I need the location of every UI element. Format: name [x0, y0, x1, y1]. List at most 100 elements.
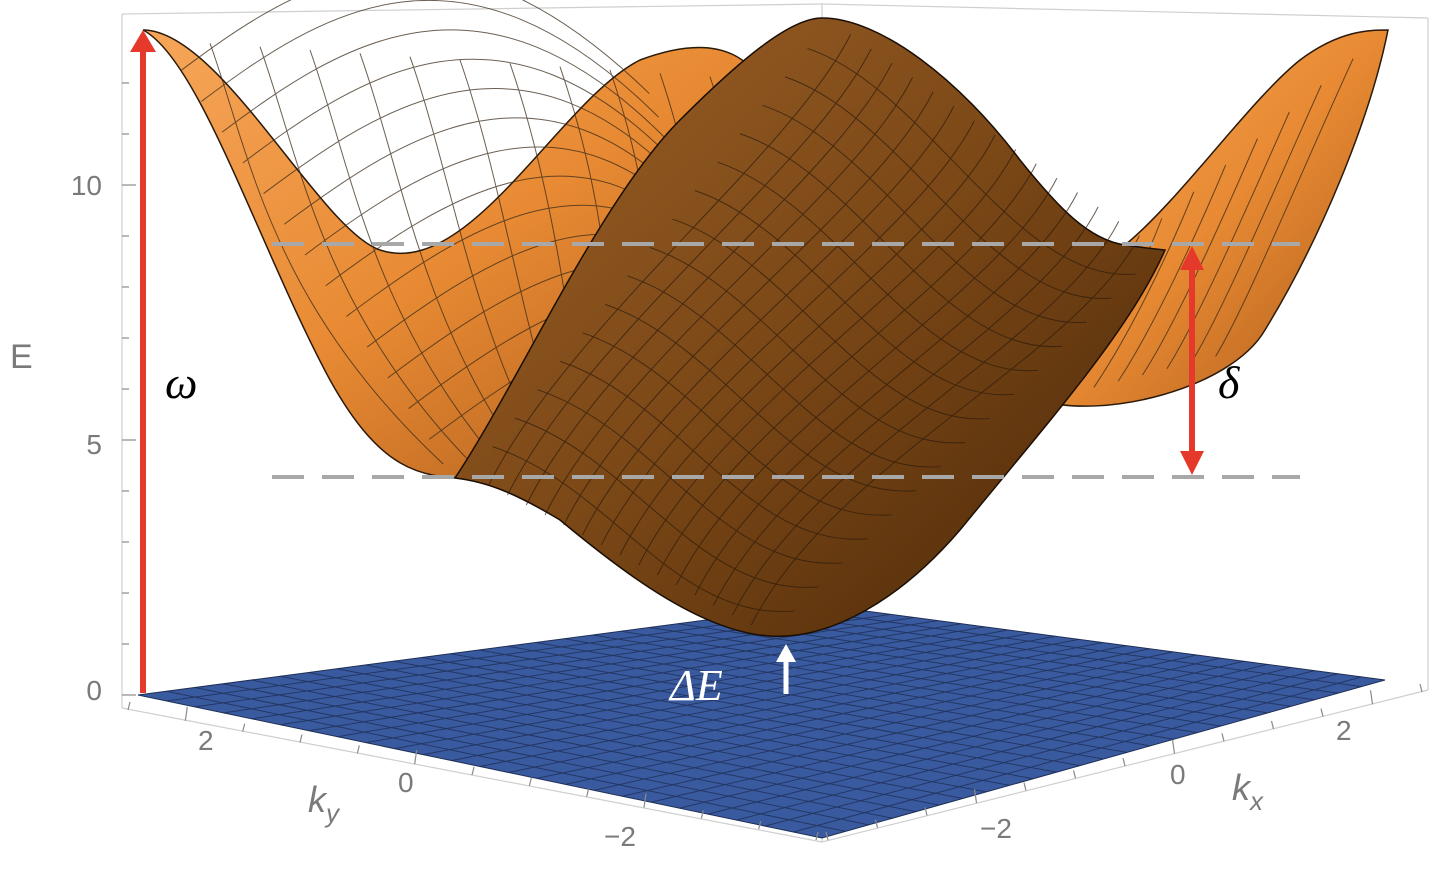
lower-mesh-line	[638, 149, 1017, 566]
ground-grid	[166, 607, 1362, 833]
e-axis-label: E	[10, 338, 33, 376]
ky-axis-tick	[700, 810, 704, 819]
ky-axis-tick	[471, 766, 475, 776]
kx-axis: −2 0 2 kx	[825, 683, 1423, 844]
ky-axis-label: ky	[308, 779, 341, 828]
lower-mesh-line	[762, 104, 1087, 323]
ky-axis-tick	[758, 821, 762, 830]
upper-mesh-line	[242, 58, 678, 165]
upper-mesh-line	[180, 0, 650, 94]
kx-axis-tick	[1320, 708, 1324, 717]
omega-label: ω	[165, 357, 197, 408]
ky-axis-tick	[356, 745, 360, 754]
lower-mesh-line	[604, 303, 917, 492]
lower-mesh-line	[559, 360, 868, 540]
kx-tick-neg2: −2	[980, 813, 1012, 844]
delta-e-annotation: ΔE	[668, 644, 796, 710]
delta-annotation: δ	[1180, 246, 1240, 475]
kx-axis-tick	[1270, 720, 1275, 730]
lower-surface-grid	[488, 34, 1140, 626]
kx-axis-tick	[973, 788, 978, 804]
kx-axis-tick	[1221, 733, 1225, 742]
ky-axis-tick	[242, 723, 246, 732]
ground-grid-line	[763, 612, 1339, 694]
ky-axis-tick	[127, 701, 131, 711]
kx-axis-label: kx	[1232, 767, 1264, 816]
ky-axis-tick	[815, 831, 819, 841]
ky-axis: 2 0 −2 ky	[127, 701, 819, 852]
kx-axis-tick	[924, 807, 928, 816]
e-axis-ticks	[122, 82, 136, 696]
ground-grid-line	[736, 670, 1315, 821]
lower-mesh-line	[525, 62, 893, 506]
delta-arrowhead-down	[1180, 451, 1204, 475]
ground-grid-line	[793, 676, 1362, 833]
kx-axis-tick	[1419, 683, 1423, 693]
lower-mesh-line	[750, 235, 1140, 626]
ky-axis-tick	[414, 750, 418, 765]
lower-mesh-line	[807, 47, 1136, 275]
kx-axis-tick	[1023, 782, 1027, 791]
upper-mesh-line	[309, 49, 491, 453]
upper-mesh-line	[201, 0, 659, 118]
lower-surface	[453, 17, 1167, 637]
lower-mesh-line	[619, 134, 996, 556]
lower-mesh-line	[672, 218, 990, 420]
ky-axis-tick	[586, 788, 590, 797]
upper-mesh-line	[209, 43, 444, 465]
e-tick-10: 10	[71, 170, 102, 201]
lower-mesh-line	[732, 221, 1120, 616]
ground-grid-line	[764, 673, 1339, 827]
delta-arrowhead-up	[1180, 246, 1204, 270]
delta-e-arrowhead	[776, 644, 796, 662]
ground-grid-line	[791, 608, 1362, 688]
lower-mesh-line	[657, 163, 1037, 576]
kx-axis-ticks	[825, 683, 1423, 841]
upper-mesh-line	[1093, 191, 1195, 388]
e-axis: 10 5 0 E	[10, 82, 136, 706]
ky-tick-2: 2	[198, 725, 214, 756]
lower-mesh-line	[739, 133, 1063, 347]
lower-mesh-line	[563, 91, 934, 526]
lower-mesh-line	[507, 48, 872, 496]
ky-axis-tick	[299, 734, 303, 743]
ky-axis-ticks	[127, 701, 819, 841]
omega-annotation: ω	[130, 30, 197, 693]
ky-tick-neg2: −2	[604, 821, 636, 852]
ground-plane	[137, 604, 1386, 839]
upper-mesh-line	[263, 88, 687, 194]
ky-axis-tick	[528, 777, 532, 786]
upper-mesh-line	[1166, 111, 1290, 370]
lower-mesh-line	[582, 332, 892, 516]
kx-axis-tick	[825, 831, 829, 841]
lower-mesh-line	[694, 190, 1014, 396]
ground-grid-line	[734, 615, 1315, 701]
omega-arrowhead	[130, 30, 156, 52]
upper-mesh-line	[1142, 138, 1258, 376]
lower-mesh-line	[675, 177, 1058, 586]
upper-mesh-line	[1215, 58, 1354, 357]
delta-label: δ	[1218, 357, 1240, 408]
kx-tick-0: 0	[1170, 759, 1186, 790]
ground-grid-line	[707, 667, 1291, 815]
kx-tick-2: 2	[1336, 715, 1352, 746]
e-tick-0: 0	[86, 675, 102, 706]
e-tick-5: 5	[86, 429, 102, 460]
kx-axis-tick	[1171, 739, 1176, 754]
upper-mesh-line	[259, 46, 468, 459]
lower-mesh-line	[649, 247, 966, 444]
reference-lines	[272, 242, 1300, 479]
ky-axis-tick	[643, 793, 647, 808]
upper-mesh-line	[221, 29, 669, 142]
kx-axis-tick	[874, 819, 879, 828]
kx-axis-tick	[1122, 757, 1126, 767]
lower-mesh-line	[713, 206, 1099, 606]
upper-mesh-line	[283, 117, 697, 225]
lower-mesh-line	[514, 417, 819, 588]
ky-tick-0: 0	[398, 767, 414, 798]
lower-mesh-line	[537, 389, 844, 564]
upper-mesh-line	[359, 53, 514, 447]
ky-axis-tick	[184, 706, 188, 721]
